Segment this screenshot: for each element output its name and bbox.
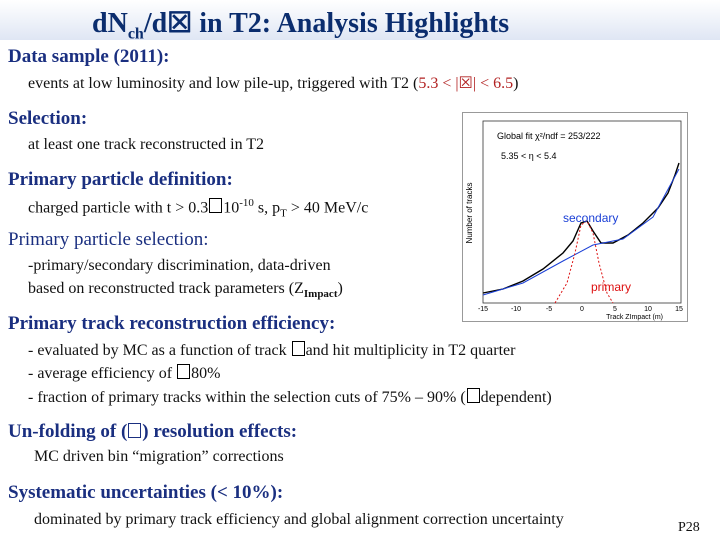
heading-primary-selection: Primary particle selection:: [8, 229, 209, 250]
tick-x: 0: [580, 306, 584, 313]
heading-efficiency: Primary track reconstruction efficiency:: [8, 313, 336, 334]
zimpact-plot: Number of tracks Track ZImpact (m) Globa…: [462, 112, 688, 322]
data-points: [482, 162, 680, 294]
efficiency-line2: - average efficiency of 80%: [28, 364, 221, 382]
heading-primary-definition: Primary particle definition:: [8, 169, 233, 190]
tick-x: -15: [478, 306, 488, 313]
secondary-fit: [482, 168, 680, 296]
unfolding-text: MC driven bin “migration” corrections: [34, 448, 284, 465]
label-secondary: secondary: [563, 211, 618, 225]
heading-data-sample: Data sample (2011):: [8, 46, 170, 67]
heading-selection: Selection:: [8, 108, 88, 129]
slide-title: dNch/d☒ in T2: Analysis Highlights: [92, 8, 510, 43]
label-primary: primary: [591, 280, 631, 294]
tick-x: 5: [613, 306, 617, 313]
tick-x: -10: [511, 306, 521, 313]
primary-fit: [554, 220, 614, 304]
tick-x: 15: [675, 306, 683, 313]
primary-selection-line1: -primary/secondary discrimination, data-…: [28, 257, 331, 274]
heading-systematic: Systematic uncertainties (< 10%):: [8, 482, 284, 503]
title-bar: [0, 0, 720, 40]
data-sample-text: events at low luminosity and low pile-up…: [28, 75, 519, 92]
heading-unfolding: Un-folding of () resolution effects:: [8, 421, 298, 442]
tick-x: 10: [644, 306, 652, 313]
zimpact-plot-svg: Number of tracks Track ZImpact (m) Globa…: [465, 120, 683, 321]
efficiency-line3: - fraction of primary tracks within the …: [28, 388, 552, 406]
page-number: P28: [678, 520, 700, 535]
primary-selection-line2: based on reconstructed track parameters …: [28, 280, 343, 301]
plot-legend-fit: Global fit χ²/ndf = 253/222: [497, 131, 601, 141]
primary-definition-text: charged particle with t > 0.3 10-10 s, pT…: [28, 197, 369, 220]
selection-text: at least one track reconstructed in T2: [28, 136, 265, 153]
efficiency-line1: - evaluated by MC as a function of track…: [28, 341, 516, 359]
plot-legend-eta: 5.35 < η < 5.4: [501, 151, 557, 161]
plot-xlabel: Track ZImpact (m): [606, 314, 663, 321]
plot-ylabel: Number of tracks: [465, 183, 474, 244]
tick-x: -5: [546, 306, 552, 313]
systematic-text: dominated by primary track efficiency an…: [34, 511, 564, 528]
